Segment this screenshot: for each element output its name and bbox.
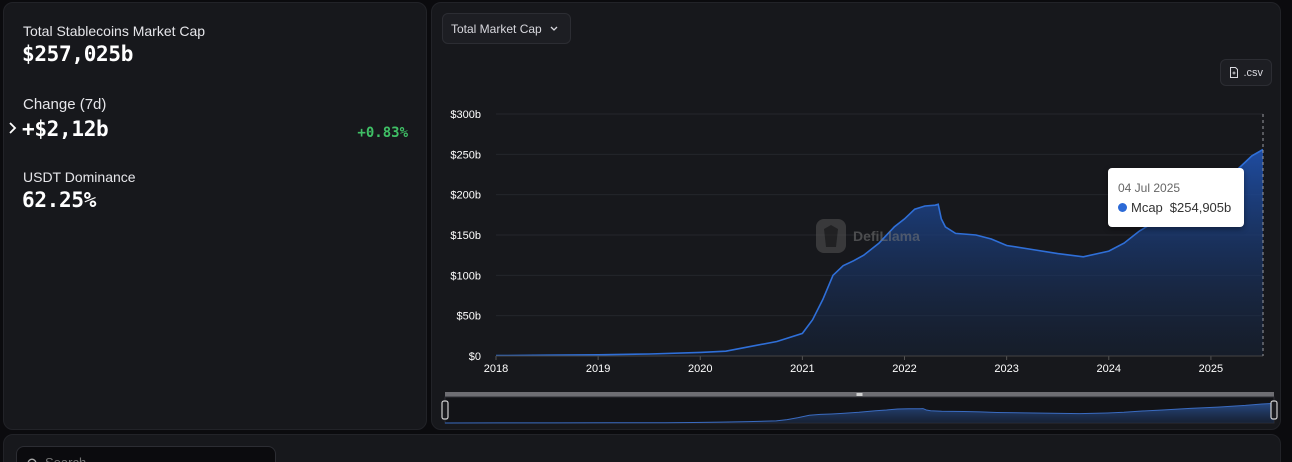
mcap-area [496,149,1263,356]
search-icon [27,458,37,462]
chevron-down-icon [550,26,558,31]
y-tick-label: $50b [457,311,481,323]
x-tick-label: 2018 [484,363,508,375]
series-dot-icon [1118,203,1127,212]
chevron-right-icon[interactable] [8,121,18,135]
search-box[interactable] [16,446,276,462]
y-tick-label: $250b [450,149,481,161]
usdt-dominance-value: 62.25% [22,188,97,212]
watermark-text: DefiLlama [853,228,920,244]
defillama-watermark: DefiLlama [816,219,920,253]
y-tick-label: $150b [450,230,481,242]
total-mcap-value: $257,025b [22,42,134,66]
dropdown-label: Total Market Cap [451,21,542,36]
file-icon [1230,67,1239,78]
mcap-line [495,148,1264,357]
tooltip-row: Mcap $254,905b [1118,200,1234,215]
x-tick-label: 2021 [790,363,814,375]
x-tick-label: 2024 [1097,363,1121,375]
brush-handle-icon[interactable] [441,400,449,420]
y-tick-label: $0 [469,351,481,363]
csv-label: .csv [1243,66,1263,79]
total-mcap-label: Total Stablecoins Market Cap [23,23,206,39]
change-value: +$2,12b [22,117,109,141]
x-tick-label: 2023 [994,363,1018,375]
change-percent: +0.83% [357,125,408,141]
search-input[interactable] [45,455,265,462]
chart-tooltip: 04 Jul 2025 Mcap $254,905b [1108,168,1244,227]
y-tick-label: $300b [450,109,481,121]
brush-area [445,403,1274,423]
tooltip-date: 04 Jul 2025 [1118,181,1181,195]
usdt-dominance-label: USDT Dominance [23,169,136,185]
tooltip-series: Mcap [1131,200,1163,215]
x-tick-label: 2022 [892,363,916,375]
brush-handle-icon[interactable] [1270,400,1278,420]
change-label: Change (7d) [23,96,107,113]
x-tick-label: 2020 [688,363,712,375]
brush-line [444,402,1275,424]
brush-grip-icon [856,393,863,396]
table-panel [3,434,1281,462]
stats-panel: Total Stablecoins Market Cap $257,025b C… [3,2,427,430]
chart-panel: Total Market Cap .csv Defi [431,2,1281,430]
y-tick-label: $100b [450,270,481,282]
x-tick-label: 2019 [586,363,610,375]
y-tick-label: $200b [450,190,481,202]
tooltip-value: $254,905b [1169,200,1232,215]
x-tick-label: 2025 [1199,363,1223,375]
chart-type-dropdown[interactable]: Total Market Cap [442,13,571,44]
market-cap-chart[interactable]: DefiLlama $0 $50b $100b $150b $200b $250b $300… [432,3,1282,431]
download-csv-button[interactable]: .csv [1220,59,1272,86]
